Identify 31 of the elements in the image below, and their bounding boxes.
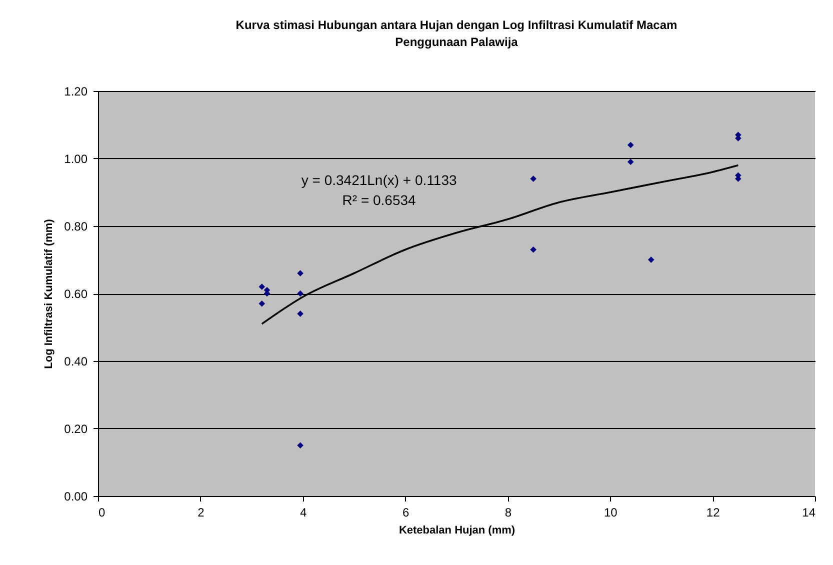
- point: [530, 246, 536, 253]
- y-tick-label: 0.80: [64, 220, 88, 234]
- x-tick-label: 12: [706, 506, 720, 520]
- annotation: R² = 0.6534: [342, 192, 416, 208]
- x-tick-label: 4: [300, 506, 308, 520]
- y-tick-label: 0.00: [64, 490, 88, 504]
- y-tick-label: 0.60: [64, 287, 88, 301]
- annotation: y = 0.3421Ln(x) + 0.1133: [301, 172, 457, 188]
- point: [627, 142, 634, 148]
- y-tick-label: 0.20: [64, 422, 88, 436]
- x-tick-label: 10: [604, 506, 618, 520]
- x-axis-title: Ketebalan Hujan (mm): [398, 524, 516, 536]
- point: [648, 256, 654, 263]
- y-tick-label: 1.20: [64, 84, 88, 98]
- point: [297, 290, 304, 297]
- y-axis-title: Log Infiltrasi Kumulatif (mm): [43, 218, 56, 369]
- y-tick-label: 0.40: [64, 354, 88, 368]
- point: [258, 300, 266, 307]
- point: [530, 176, 536, 182]
- x-tick-label: 0: [98, 506, 106, 520]
- y-tick-label: 1.00: [64, 152, 88, 166]
- point: [297, 310, 304, 317]
- x-tick-label: 6: [402, 506, 410, 520]
- point: [297, 270, 304, 276]
- x-tick-label: 8: [504, 506, 512, 520]
- chart-title: Kurva stimasi Hubungan antara Hujan dengan Log Infiltrasi Kumulatif Macam Penggunaan Palawija: [236, 18, 678, 49]
- point: [627, 158, 634, 166]
- point: [297, 442, 304, 449]
- x-tick-label: 14: [802, 506, 816, 520]
- point: [258, 284, 266, 290]
- x-tick-label: 2: [198, 506, 205, 520]
